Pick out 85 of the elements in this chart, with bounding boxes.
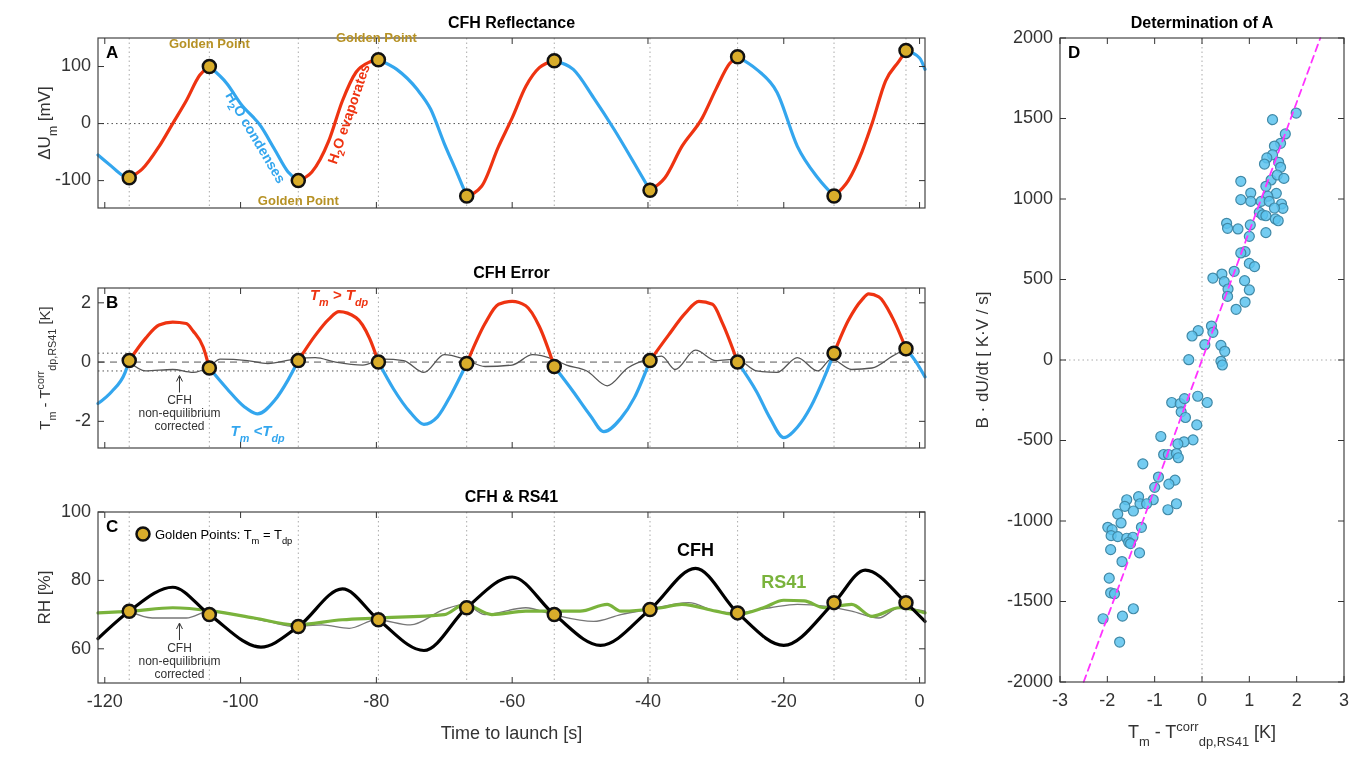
annotation: T$_{m}$ > T$_{dp}$ [309, 285, 369, 308]
x-tick-label: -2 [1099, 690, 1116, 710]
point [898, 340, 914, 357]
annotation: Golden Point [257, 193, 340, 209]
chart-title: CFH Error [473, 264, 550, 281]
point [898, 42, 914, 59]
chart-title: Determination of A [1130, 14, 1274, 31]
y-tick-label: 1500 [1012, 107, 1053, 128]
x-tick-label: -1 [1146, 690, 1163, 710]
point [642, 182, 658, 199]
x-tick-label: 3 [1338, 690, 1350, 710]
y-tick-label: 0 [80, 350, 91, 371]
annotation: B [106, 293, 119, 312]
y-tick-label: -2 [74, 410, 91, 431]
point [898, 594, 914, 611]
annotation: Golden Point [168, 36, 251, 52]
x-axis-title: T$_{m}$ - T$^{corr}$$_{dp,RS41}$ [K] [1127, 718, 1277, 749]
y-tick-label: -1000 [1006, 509, 1053, 530]
point [121, 170, 137, 186]
y-tick-label: 100 [60, 500, 91, 521]
point [458, 355, 475, 372]
y-tick-label: -2000 [1006, 670, 1053, 691]
point [729, 354, 746, 370]
x-tick-label: -40 [634, 691, 661, 711]
point [458, 188, 475, 204]
x-tick-label: 0 [1196, 690, 1208, 710]
x-tick-label: -100 [222, 691, 259, 711]
series-label: CFH [677, 540, 714, 561]
point [546, 606, 563, 623]
point [370, 354, 387, 370]
y-tick-label: -100 [54, 169, 91, 190]
x-tick-label: 0 [914, 691, 925, 711]
point [201, 360, 218, 376]
point [458, 600, 475, 616]
y-tick-label: 2 [80, 291, 91, 312]
annotation: Golden Point [335, 30, 418, 46]
point [201, 58, 218, 75]
point [826, 594, 842, 611]
annotation: CFH non-equilibrium corrected [138, 641, 221, 682]
point [642, 352, 658, 369]
y-tick-label: 500 [1022, 268, 1053, 289]
annotation: CFH non-equilibrium corrected [138, 393, 221, 434]
point [121, 603, 137, 619]
series-label: RS41 [761, 572, 807, 593]
x-tick-label: -20 [770, 691, 797, 711]
point [290, 172, 307, 189]
x-tick-label: -120 [86, 691, 123, 711]
chart-title: CFH Reflectance [447, 14, 576, 31]
y-tick-label: 0 [1042, 348, 1053, 369]
y-tick-label: 2000 [1012, 26, 1053, 47]
annotation: D [1068, 43, 1081, 62]
point [826, 188, 842, 204]
point [370, 611, 387, 628]
point [290, 352, 307, 369]
x-tick-label: -80 [363, 691, 390, 711]
point [642, 601, 658, 618]
y-axis-title: RH [%] [35, 570, 54, 625]
y-tick-label: -1500 [1006, 590, 1053, 611]
y-tick-label: -500 [1016, 429, 1053, 450]
annotation: A [106, 43, 119, 62]
point [290, 618, 307, 635]
y-tick-label: 100 [60, 55, 91, 76]
point [546, 53, 563, 69]
x-tick-label: 1 [1244, 690, 1255, 710]
annotation: T$_{m}$ <T$_{dp}$ [230, 421, 285, 444]
point [201, 606, 218, 623]
y-tick-label: 80 [70, 569, 91, 590]
y-tick-label: 1000 [1012, 187, 1053, 208]
y-axis-title: B · dU/dt [ K·V / s] [973, 291, 992, 429]
x-tick-label: 2 [1291, 690, 1302, 710]
line-series [96, 566, 927, 653]
legend-label: Golden Points: T$_{m}$ = T$_{dp}$ [155, 527, 293, 546]
annotation: C [106, 517, 119, 536]
point [370, 51, 387, 68]
point [729, 49, 746, 65]
x-tick-label: -3 [1051, 690, 1069, 710]
x-tick-label: -60 [499, 691, 526, 711]
point [729, 605, 746, 621]
point [121, 352, 137, 369]
y-tick-label: 0 [80, 112, 91, 133]
point [546, 358, 563, 375]
chart-title: CFH & RS41 [464, 488, 559, 505]
x-axis-title: Time to launch [s] [440, 723, 583, 743]
point [826, 345, 842, 361]
y-tick-label: 60 [70, 637, 91, 658]
